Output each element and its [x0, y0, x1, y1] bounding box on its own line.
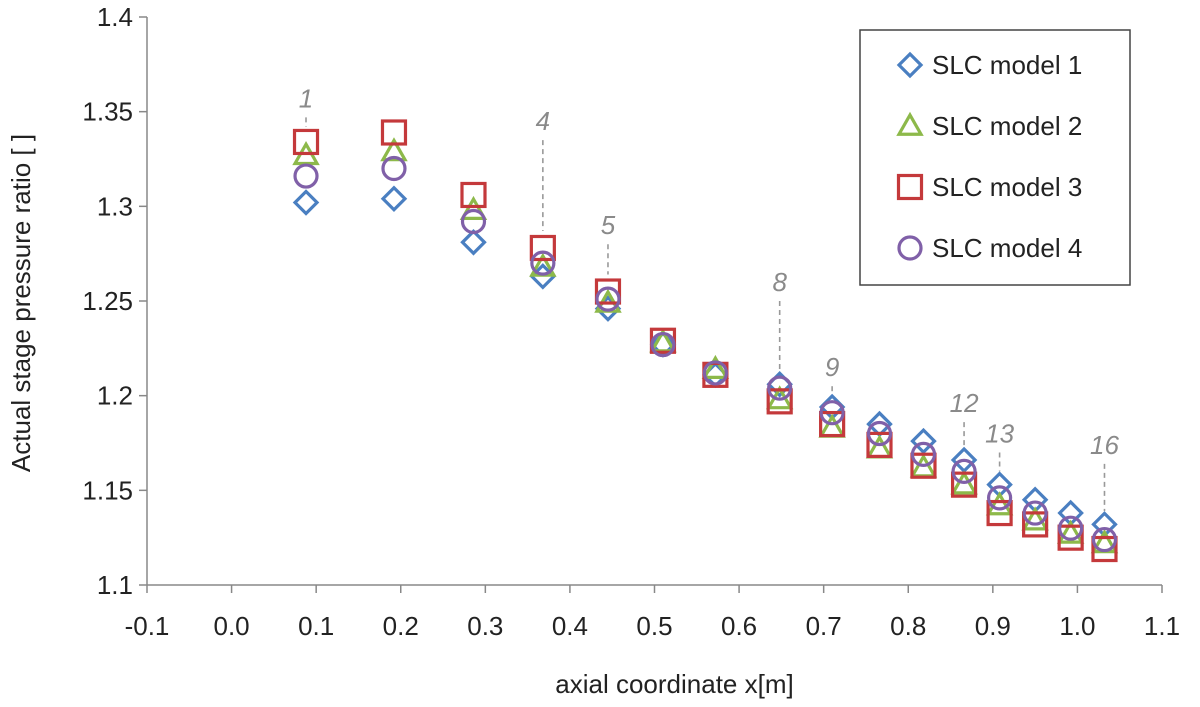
- legend-entry-label: SLC model 1: [932, 50, 1082, 80]
- legend-entry-label: SLC model 3: [932, 172, 1082, 202]
- annotation-label: 5: [601, 210, 616, 240]
- y-tick-label: 1.3: [97, 191, 133, 221]
- annotation-label: 9: [825, 352, 839, 382]
- data-point: [529, 234, 556, 262]
- data-point: [380, 119, 408, 146]
- data-point: [530, 250, 556, 276]
- axes: -0.1 0.0 0.1 0.2 0.3 0.4 0.5 0.6 0.7 0.8 0.9 1.0 1.1…: [6, 2, 1180, 699]
- data-point: [460, 229, 487, 256]
- data-point: [1091, 526, 1118, 553]
- data-point: [985, 491, 1014, 516]
- annotation-label: 12: [950, 388, 979, 418]
- y-tick-label: 1.2: [97, 381, 133, 411]
- data-point: [594, 278, 622, 305]
- data-point: [1091, 535, 1118, 563]
- annotation-label: 8: [772, 267, 787, 297]
- data-point: [380, 137, 408, 162]
- data-point: [292, 189, 320, 216]
- y-tick-label: 1.1: [97, 570, 133, 600]
- data-point: [866, 420, 893, 447]
- y-axis-title: Actual stage pressure ratio [ ]: [6, 134, 36, 472]
- y-tick-label: 1.25: [82, 286, 133, 316]
- x-tick-label: 0.8: [890, 611, 926, 641]
- data-point: [986, 485, 1013, 511]
- x-tick-label: 0.2: [383, 611, 419, 641]
- data-point: [380, 185, 408, 213]
- data-point: [460, 208, 487, 235]
- x-tick-label: 1.0: [1059, 611, 1095, 641]
- x-tick-label: 0.6: [721, 611, 757, 641]
- x-tick-label: 0.1: [298, 611, 334, 641]
- y-tick-label: 1.35: [82, 97, 133, 127]
- data-point: [702, 360, 729, 386]
- data-point: [1056, 519, 1085, 544]
- annotation-label: 13: [985, 418, 1014, 448]
- annotation-label: 4: [536, 106, 550, 136]
- x-tick-label: 0.9: [975, 611, 1011, 641]
- data-point: [293, 163, 319, 189]
- data-point: [595, 286, 621, 312]
- data-point: [459, 195, 488, 220]
- data-point: [1058, 515, 1084, 541]
- x-axis-title: axial coordinate x[m]: [555, 669, 793, 699]
- legend-entry-label: SLC model 2: [932, 111, 1082, 141]
- data-point: [1021, 506, 1049, 531]
- data-point: [950, 470, 978, 495]
- x-tick-label: 0.0: [214, 611, 250, 641]
- x-tick-label: 0.7: [806, 611, 842, 641]
- data-point: [1022, 500, 1048, 526]
- data-point: [767, 375, 793, 401]
- series-4: [293, 155, 1118, 553]
- x-tick-label: 0.4: [552, 611, 588, 641]
- x-tick-label: 0.3: [467, 611, 503, 641]
- data-point: [951, 458, 977, 484]
- data-point: [1057, 524, 1084, 551]
- annotation-label: 16: [1090, 430, 1119, 460]
- annotation-label: 1: [299, 83, 313, 113]
- x-tick-label: 1.1: [1144, 611, 1180, 641]
- data-point: [766, 388, 793, 415]
- series-3: [292, 119, 1118, 563]
- legend-marker: [896, 51, 924, 79]
- data-point: [819, 410, 846, 438]
- legend-marker: [897, 235, 923, 261]
- data-point: [910, 427, 937, 455]
- legend-entry-label: SLC model 4: [932, 233, 1082, 263]
- data-point: [819, 400, 845, 426]
- data-point: [292, 128, 320, 156]
- data-point: [910, 452, 937, 479]
- data-point: [650, 331, 676, 358]
- x-tick-label: 0.5: [636, 611, 672, 641]
- data-point: [381, 155, 407, 182]
- data-marks: [292, 119, 1119, 563]
- x-tick-label: -0.1: [125, 611, 170, 641]
- data-point: [460, 181, 487, 209]
- data-point: [910, 441, 937, 467]
- y-tick-label: 1.4: [97, 2, 133, 32]
- y-tick-label: 1.15: [82, 475, 133, 505]
- legend-marker: [896, 173, 924, 201]
- data-point: [701, 354, 730, 380]
- data-point: [950, 471, 978, 498]
- legend: SLC model 1 SLC model 2 SLC model 3 SLC mod…: [859, 29, 1131, 286]
- data-point: [866, 431, 893, 458]
- data-point: [986, 499, 1013, 527]
- data-point: [1022, 511, 1049, 538]
- legend-marker: [896, 111, 924, 136]
